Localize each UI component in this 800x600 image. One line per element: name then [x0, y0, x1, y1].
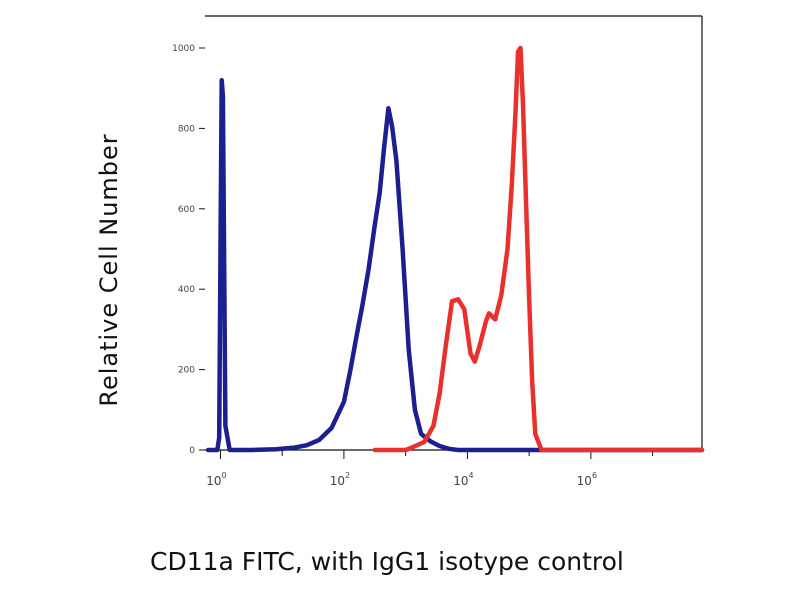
x-tick-label: 102 — [330, 471, 350, 488]
y-tick-label: 400 — [178, 285, 195, 295]
x-tick-label: 100 — [206, 471, 226, 488]
series-layer — [205, 45, 705, 453]
x-axis-label: CD11a FITC, with IgG1 isotype control — [150, 547, 624, 576]
y-tick-label: 1000 — [172, 44, 195, 54]
plot-frame — [205, 15, 703, 451]
isotype-control-histogram — [205, 77, 705, 453]
x-axis-ticks: 100 102 104 106 — [206, 450, 654, 488]
x-tick-label: 106 — [577, 471, 597, 488]
y-axis-ticks: 0 200 400 600 800 1000 — [172, 44, 205, 456]
x-tick-label: 104 — [453, 471, 473, 488]
cd11a-histogram — [372, 45, 705, 453]
y-tick-label: 800 — [178, 124, 195, 134]
y-axis-label: Relative Cell Number — [95, 133, 123, 406]
y-tick-label: 0 — [189, 446, 195, 456]
y-tick-label: 200 — [178, 366, 195, 376]
y-tick-label: 600 — [178, 205, 195, 215]
